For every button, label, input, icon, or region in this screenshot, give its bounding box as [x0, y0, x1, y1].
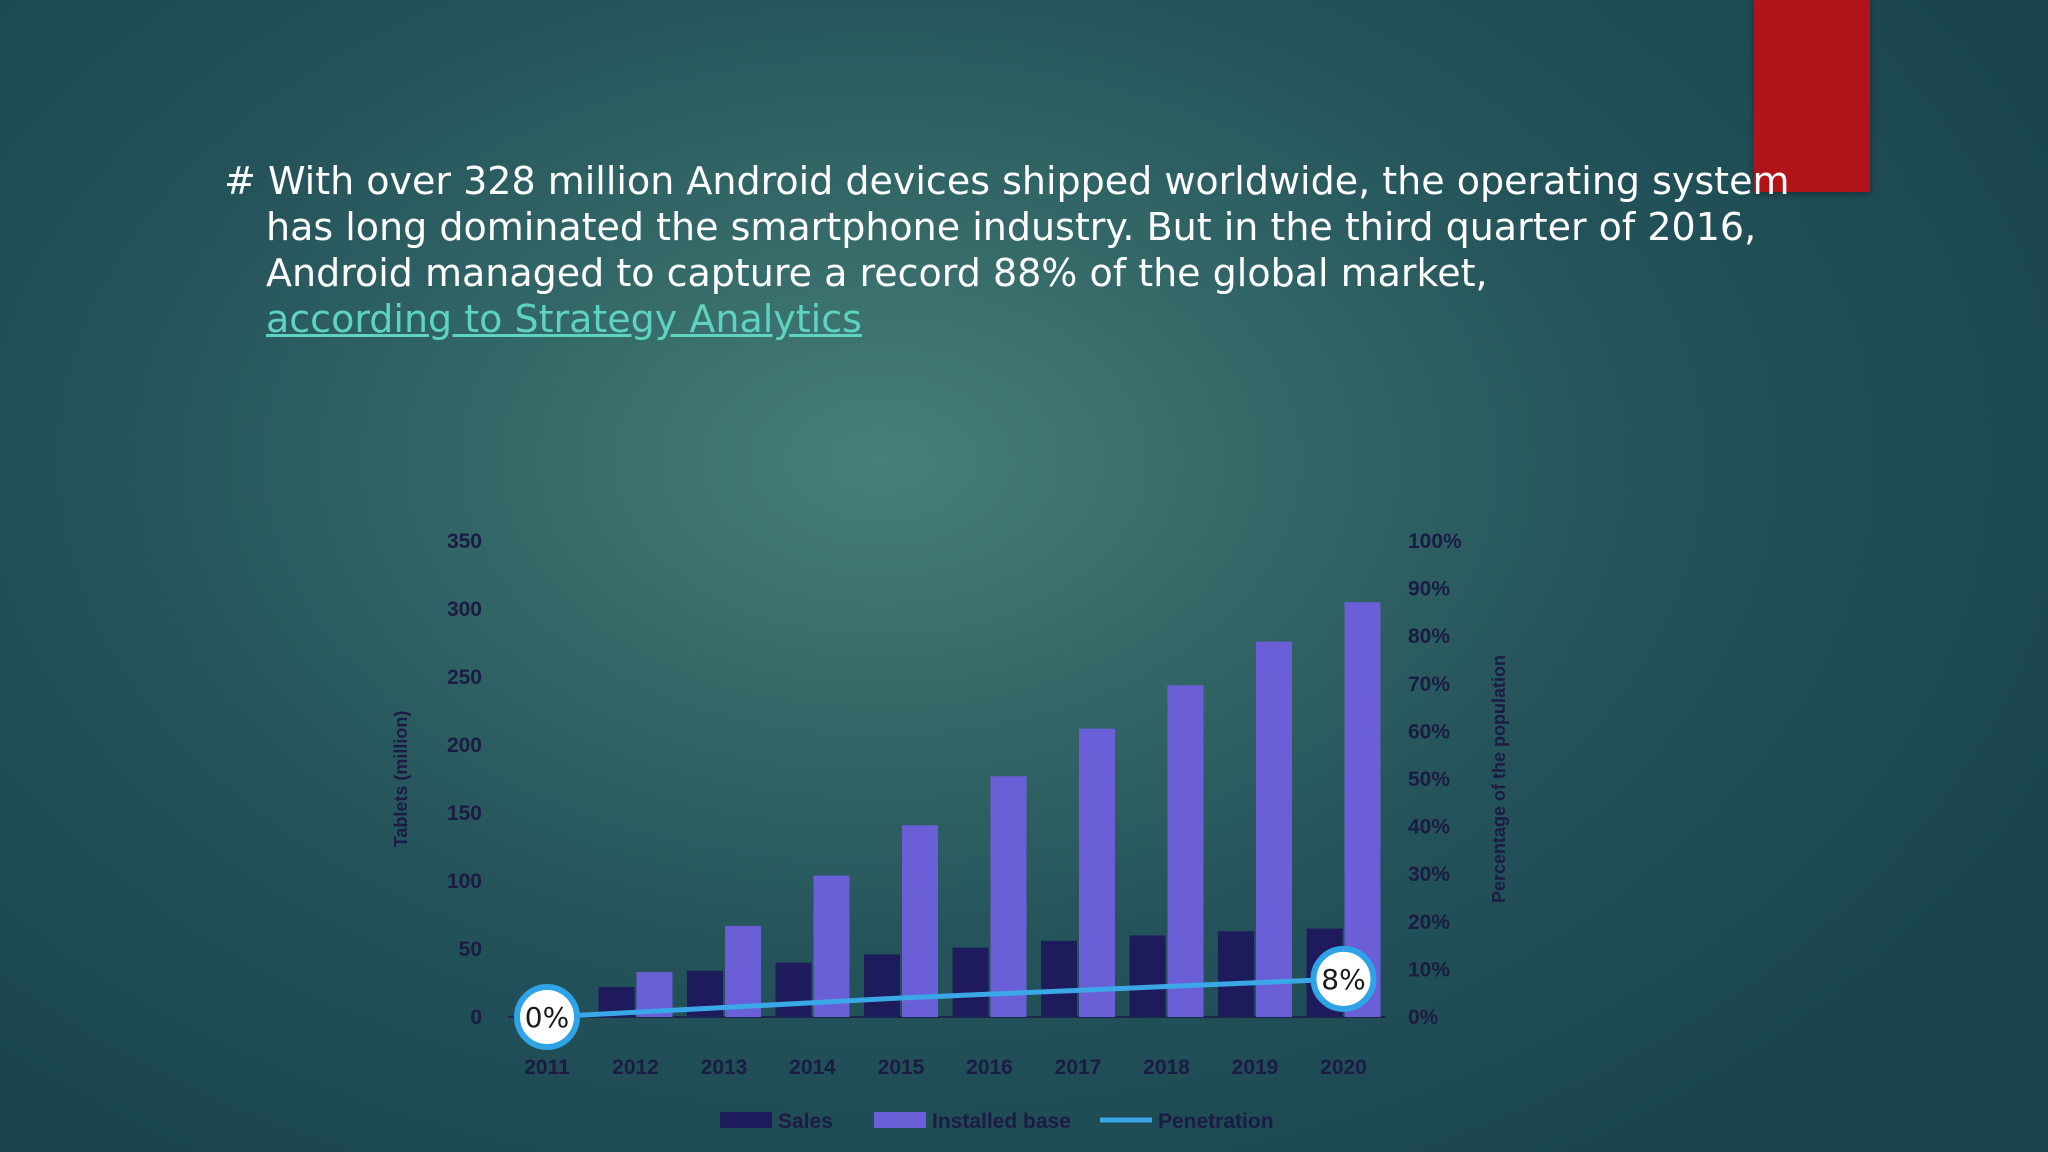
- y-tick-label: 300: [447, 598, 482, 621]
- legend-label-penetration: Penetration: [1158, 1110, 1274, 1133]
- sales-bar-2014: [775, 962, 812, 1017]
- y-tick-label: 0: [470, 1006, 482, 1029]
- sales-bar-2015: [864, 954, 900, 1017]
- installed-base-bar-2017: [1079, 728, 1115, 1017]
- penetration-line: [544, 976, 1346, 1020]
- legend-swatch-installed-base: [874, 1112, 926, 1128]
- sales-bar-2018: [1129, 935, 1166, 1017]
- annotation-label-2011: 0%: [525, 1001, 569, 1034]
- y2-axis-title: Percentage of the population: [1489, 655, 1509, 903]
- text-line-1: # With over 328 million Android devices …: [224, 158, 1789, 204]
- sales-bar-2016: [952, 947, 989, 1017]
- bullet-symbol: #: [224, 159, 256, 203]
- y2-tick-label: 100%: [1408, 530, 1462, 553]
- x-tick-label: 2015: [878, 1056, 925, 1079]
- y-tick-label: 150: [447, 802, 482, 825]
- y2-tick-label: 20%: [1408, 911, 1450, 934]
- x-tick-label: 2011: [524, 1056, 570, 1079]
- sales-bar-2019: [1218, 931, 1254, 1017]
- installed-base-bar-2018: [1167, 685, 1204, 1017]
- y2-tick-label: 10%: [1408, 958, 1450, 981]
- annotation-badge-2011: [514, 984, 580, 1050]
- y-tick-label: 200: [447, 734, 482, 757]
- y2-tick-label: 90%: [1408, 578, 1450, 601]
- x-tick-label: 2016: [966, 1056, 1013, 1079]
- y-tick-label: 350: [447, 530, 482, 553]
- y2-tick-label: 30%: [1408, 863, 1450, 886]
- y2-tick-label: 70%: [1408, 673, 1450, 696]
- y-tick-label: 50: [459, 938, 482, 961]
- y2-tick-label: 50%: [1408, 768, 1450, 791]
- slide-text: # With over 328 million Android devices …: [224, 158, 1789, 342]
- x-tick-label: 2019: [1232, 1056, 1279, 1079]
- x-tick-label: 2014: [789, 1056, 836, 1079]
- legend-label-installed-base: Installed base: [932, 1110, 1071, 1133]
- annotation-label-2020: 8%: [1321, 963, 1365, 996]
- installed-base-bar-2019: [1256, 641, 1292, 1017]
- y2-tick-label: 40%: [1408, 816, 1450, 839]
- x-tick-label: 2017: [1055, 1056, 1102, 1079]
- text-line-4: according to Strategy Analytics: [224, 296, 1664, 342]
- strategy-analytics-link[interactable]: according to Strategy Analytics: [266, 297, 862, 341]
- accent-bar: [1754, 0, 1870, 192]
- y-tick-label: 100: [447, 870, 482, 893]
- x-tick-label: 2012: [612, 1056, 659, 1079]
- x-tick-label: 2013: [701, 1056, 748, 1079]
- text-line-2: has long dominated the smartphone indust…: [266, 205, 1757, 249]
- text-line-1-content: With over 328 million Android devices sh…: [267, 159, 1790, 203]
- y-tick-label: 250: [447, 666, 482, 689]
- installed-base-bar-2014: [813, 875, 850, 1017]
- y2-tick-label: 0%: [1408, 1006, 1439, 1029]
- installed-base-bar-2013: [725, 925, 761, 1017]
- legend-swatch-sales: [720, 1112, 772, 1128]
- text-line-3: Android managed to capture a record 88% …: [266, 251, 1488, 295]
- x-tick-label: 2020: [1320, 1056, 1367, 1079]
- annotation-badge-2020: [1310, 945, 1377, 1012]
- installed-base-bar-2016: [990, 776, 1027, 1017]
- x-tick-label: 2018: [1143, 1056, 1190, 1079]
- sales-bar-2017: [1041, 940, 1077, 1017]
- y2-tick-label: 80%: [1408, 625, 1450, 648]
- y-axis-title: Tablets (million): [391, 711, 411, 848]
- installed-base-bar-2015: [902, 825, 938, 1017]
- legend-label-sales: Sales: [778, 1110, 833, 1133]
- y2-tick-label: 60%: [1408, 720, 1450, 743]
